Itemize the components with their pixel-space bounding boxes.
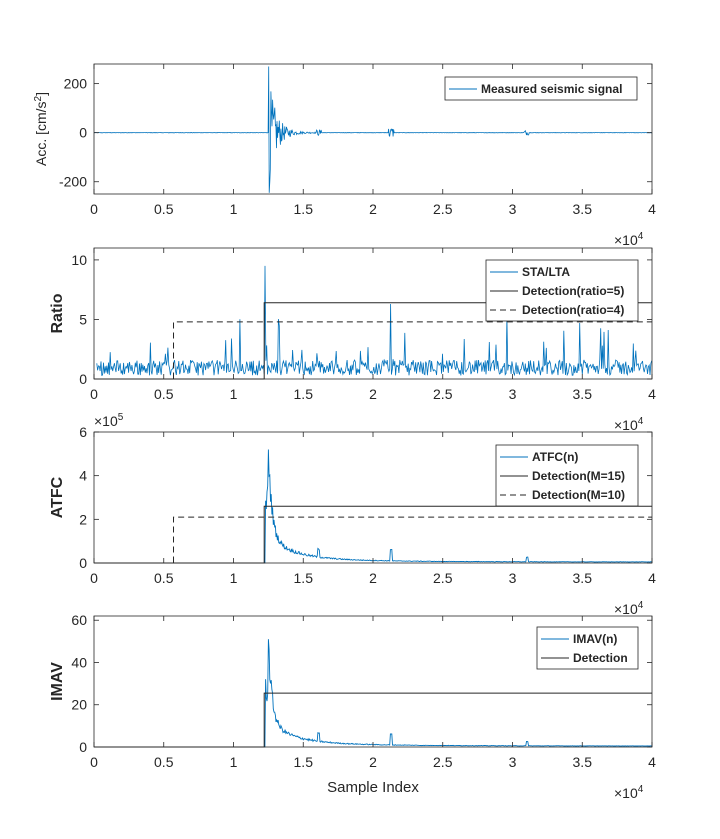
x-tick-label: 4 xyxy=(648,386,656,402)
x-tick-label: 1 xyxy=(230,754,238,770)
y-tick-label: 5 xyxy=(79,311,87,327)
legend-label: Detection xyxy=(573,651,628,665)
detection-line-2 xyxy=(94,516,652,564)
y-axis-label: IMAV xyxy=(49,662,66,701)
legend-label: Detection(M=15) xyxy=(532,469,625,483)
signal-line xyxy=(93,66,653,193)
x-tick-label: 2.5 xyxy=(433,570,453,586)
y-axis-label: Acc. [cm/s2] xyxy=(33,92,49,166)
x-tick-label: 3.5 xyxy=(573,201,593,217)
x-tick-label: 4 xyxy=(648,754,656,770)
x-exponent: ×104 xyxy=(614,784,644,801)
y-tick-label: 0 xyxy=(79,125,87,141)
y-tick-label: 20 xyxy=(71,697,87,713)
x-axis-label: Sample Index xyxy=(327,779,419,796)
detection-line-2 xyxy=(94,321,652,380)
x-tick-label: 2.5 xyxy=(433,754,453,770)
x-tick-label: 2 xyxy=(369,570,377,586)
y-tick-label: 60 xyxy=(71,612,87,628)
y-axis-label: ATFC xyxy=(49,476,66,518)
x-tick-label: 0.5 xyxy=(154,754,174,770)
legend: Measured seismic signal xyxy=(444,76,638,101)
legend-label: Detection(ratio=5) xyxy=(522,284,624,298)
x-tick-label: 2 xyxy=(369,754,377,770)
x-tick-label: 1 xyxy=(230,570,238,586)
detection-line-1 xyxy=(94,505,652,564)
x-tick-label: 2.5 xyxy=(433,201,453,217)
x-tick-label: 0.5 xyxy=(154,570,174,586)
x-tick-label: 0.5 xyxy=(154,386,174,402)
legend: ATFC(n) Detection(M=15) Detection(M=10) xyxy=(495,444,639,507)
x-tick-label: 3.5 xyxy=(573,754,593,770)
x-tick-label: 2 xyxy=(369,201,377,217)
x-tick-label: 1 xyxy=(230,201,238,217)
x-tick-label: 1.5 xyxy=(294,570,314,586)
y-axis-label: Ratio xyxy=(49,293,66,333)
y-tick-label: 200 xyxy=(64,76,88,92)
x-tick-label: 1.5 xyxy=(294,386,314,402)
y-tick-label: 10 xyxy=(71,252,87,268)
x-exponent: ×104 xyxy=(614,231,644,248)
legend-label: STA/LTA xyxy=(522,265,570,279)
x-tick-label: 3.5 xyxy=(573,386,593,402)
x-tick-label: 3 xyxy=(509,570,517,586)
y-tick-label: 0 xyxy=(79,555,87,571)
legend: IMAV(n) Detection xyxy=(536,626,639,670)
x-tick-label: 2 xyxy=(369,386,377,402)
y-exponent: ×105 xyxy=(94,412,124,429)
x-tick-label: 0 xyxy=(90,386,98,402)
x-tick-label: 4 xyxy=(648,570,656,586)
x-tick-label: 1.5 xyxy=(294,754,314,770)
legend-label: Measured seismic signal xyxy=(481,82,622,96)
x-exponent: ×104 xyxy=(614,416,644,433)
x-tick-label: 0.5 xyxy=(154,201,174,217)
x-tick-label: 1 xyxy=(230,386,238,402)
x-tick-label: 3 xyxy=(509,754,517,770)
x-tick-label: 2.5 xyxy=(433,386,453,402)
sta-lta-line xyxy=(96,265,653,377)
x-tick-label: 0 xyxy=(90,570,98,586)
x-tick-label: 3.5 xyxy=(573,570,593,586)
x-exponent: ×104 xyxy=(614,600,644,617)
legend: STA/LTA Detection(ratio=5) Detection(ratio… xyxy=(485,259,639,322)
y-tick-label: 4 xyxy=(79,468,87,484)
y-tick-label: 0 xyxy=(79,739,87,755)
y-tick-label: 2 xyxy=(79,511,87,527)
legend-label: ATFC(n) xyxy=(532,450,578,464)
legend-label: Detection(M=10) xyxy=(532,488,625,502)
y-tick-label: -200 xyxy=(59,174,87,190)
x-tick-label: 0 xyxy=(90,754,98,770)
panel-4: 0 0.5 1 1.5 2 2.5 3 3.5 40204060×104IMAVIMAV(n)D… xyxy=(49,612,656,801)
y-tick-label: 6 xyxy=(79,424,87,440)
detection-line-1 xyxy=(94,692,652,748)
y-tick-label: 40 xyxy=(71,654,87,670)
panel-3: 0 0.5 1 1.5 2 2.5 3 3.5 4 0 2 4 6 ×104 ×105 ATFC ATFC(n)… xyxy=(49,412,656,617)
legend-label: Detection(ratio=4) xyxy=(522,303,624,317)
x-tick-label: 1.5 xyxy=(294,201,314,217)
legend-box xyxy=(536,626,639,670)
panel-2: 0 0.5 1 1.5 2 2.5 3 3.5 4 0 5 10 ×104 Ratio STA/LTA Det… xyxy=(49,247,656,433)
x-tick-label: 0 xyxy=(90,201,98,217)
y-tick-label: 0 xyxy=(79,371,87,387)
legend-box xyxy=(444,76,638,101)
legend-label: IMAV(n) xyxy=(573,632,617,646)
x-tick-label: 4 xyxy=(648,201,656,217)
x-tick-label: 3 xyxy=(509,386,517,402)
x-tick-label: 3 xyxy=(509,201,517,217)
